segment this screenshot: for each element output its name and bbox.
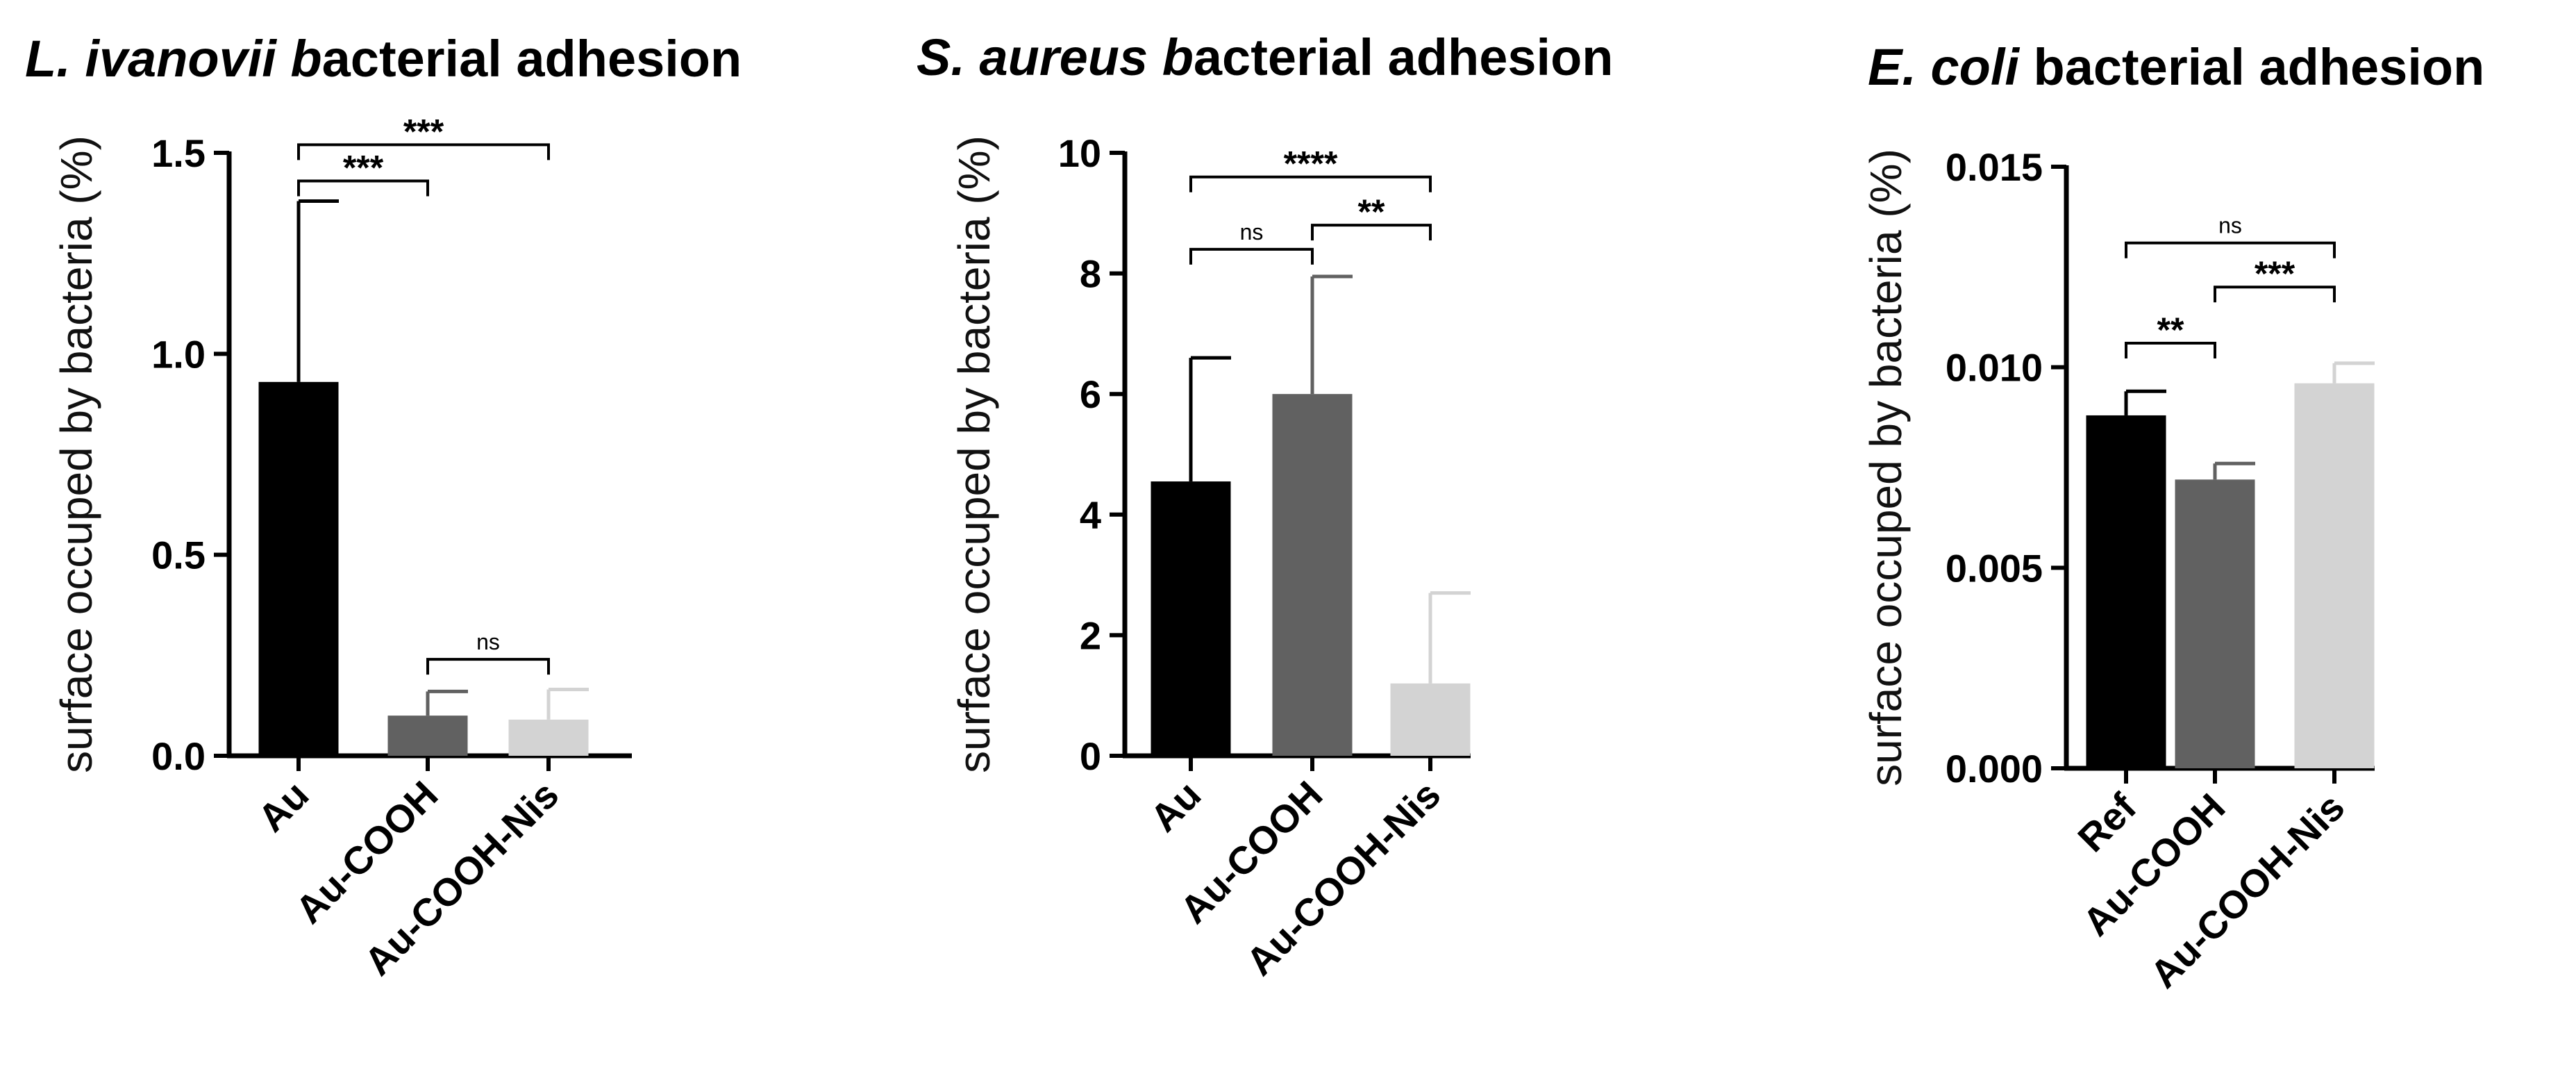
significance-bracket [426, 658, 550, 675]
chart-title-italic: S. aureus b [917, 28, 1194, 86]
significance-label: ns [476, 629, 500, 654]
y-tick-label: 8 [1080, 252, 1101, 296]
y-tick-label: 2 [1080, 613, 1101, 657]
chart-title-italic: L. ivanovii b [25, 30, 322, 88]
significance-label: **** [1284, 144, 1338, 183]
significance-bracket [1189, 247, 1314, 265]
chart-title: S. aureus bacterial adhesion [917, 28, 1613, 86]
bar-au-cooh [2175, 479, 2255, 768]
chart-title-italic: E. coli [1868, 38, 2020, 96]
y-tick-label: 0 [1080, 734, 1101, 778]
chart-title-rest: acterial adhesion [1194, 28, 1614, 86]
bar-au-cooh-nis [1390, 683, 1471, 756]
bar-ref [2086, 415, 2166, 768]
significance-label: ** [1358, 192, 1385, 231]
y-tick-label: 10 [1058, 131, 1101, 175]
significance-label: ns [1240, 220, 1264, 245]
bar-au [258, 381, 339, 756]
significance-bracket [2125, 241, 2336, 258]
significance-label: *** [2255, 254, 2295, 293]
bar-au-cooh [1272, 394, 1353, 756]
y-tick-label: 0.0 [151, 734, 206, 778]
significance-bracket [297, 179, 429, 197]
y-tick-label: 0.010 [1946, 346, 2043, 390]
y-tick-label: 6 [1080, 372, 1101, 416]
bar-au [1151, 481, 1231, 756]
significance-bracket [1189, 175, 1432, 192]
y-tick-label: 0.015 [1946, 145, 2043, 189]
y-tick-label: 0.5 [151, 534, 206, 577]
bar-au-cooh-nis [508, 719, 589, 756]
significance-label: ** [2157, 311, 2184, 349]
y-tick-label: 4 [1080, 493, 1101, 537]
significance-bracket [297, 143, 550, 160]
y-tick-label: 0.000 [1946, 747, 2043, 791]
significance-bracket [2125, 342, 2216, 359]
significance-bracket [1311, 224, 1432, 241]
y-axis-label: surface occuped by bacteria (%) [949, 135, 999, 773]
bar-au-cooh [387, 716, 468, 756]
bar-au-cooh-nis [2294, 383, 2375, 768]
y-tick-label: 1.0 [151, 332, 206, 376]
chart-title-rest: bacterial adhesion [2019, 38, 2484, 96]
chart-title-rest: acterial adhesion [322, 30, 742, 88]
significance-label: ns [2218, 213, 2242, 238]
significance-label: *** [403, 112, 444, 151]
y-tick-label: 1.5 [151, 131, 206, 175]
y-axis-label: surface occuped by bacteria (%) [51, 135, 101, 773]
chart-title: L. ivanovii bacterial adhesion [25, 30, 742, 88]
chart-title: E. coli bacterial adhesion [1868, 38, 2484, 96]
significance-bracket [2214, 286, 2336, 303]
significance-label: *** [343, 149, 384, 188]
y-axis-label: surface occuped by bacteria (%) [1861, 149, 1911, 786]
y-tick-label: 0.005 [1946, 546, 2043, 590]
